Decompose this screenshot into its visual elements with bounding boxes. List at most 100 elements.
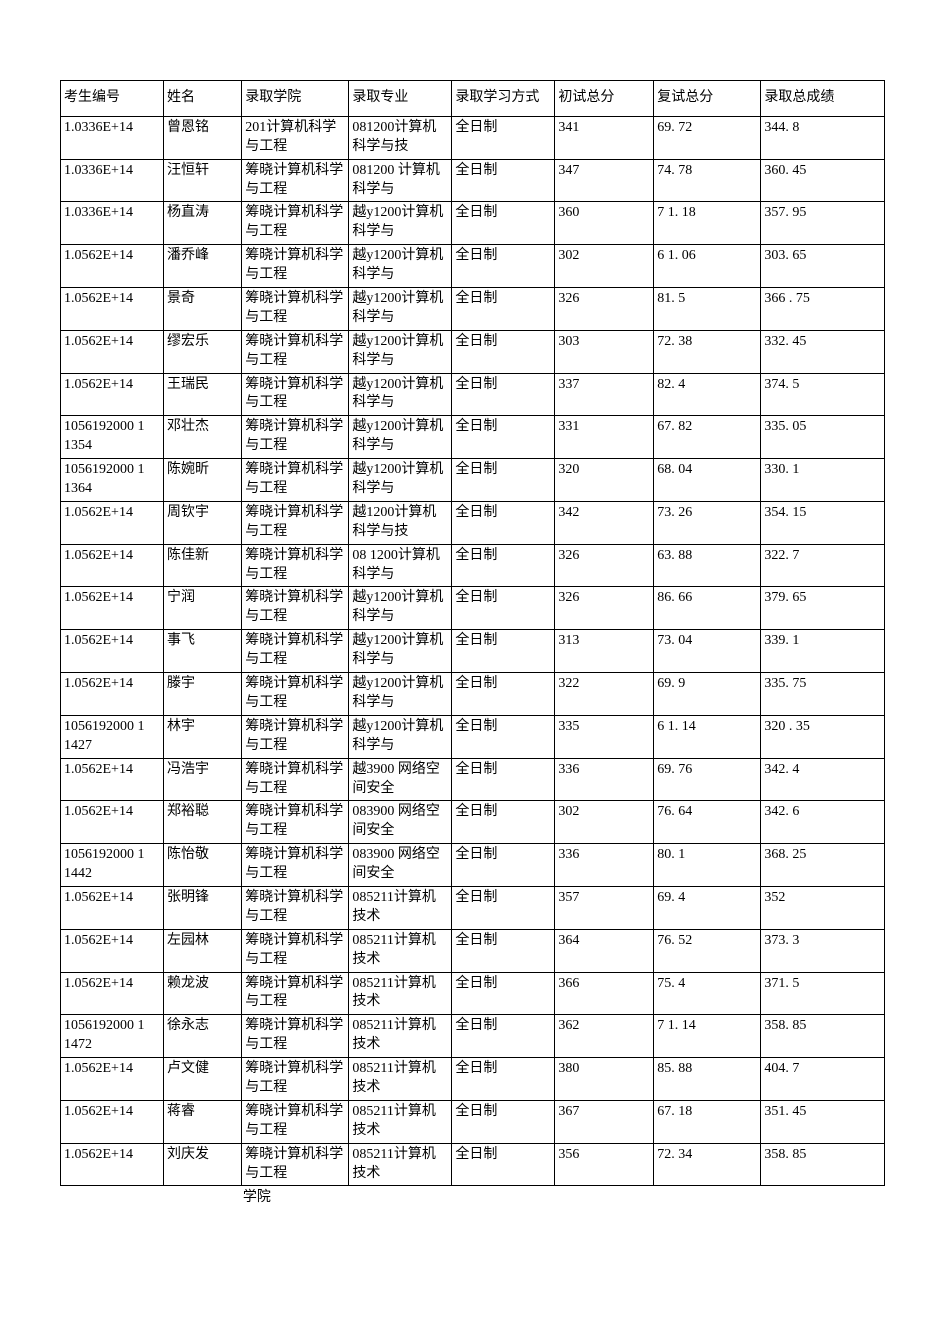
table-cell: 326	[555, 288, 654, 331]
table-cell: 6 1. 06	[654, 245, 761, 288]
table-cell: 邓壮杰	[164, 416, 242, 459]
col-header-major: 录取专业	[349, 81, 452, 117]
table-cell: 筹晓计算机科学与工程	[242, 330, 349, 373]
table-cell: 全日制	[452, 587, 555, 630]
table-cell: 352	[761, 886, 885, 929]
table-cell: 67. 18	[654, 1100, 761, 1143]
table-cell: 367	[555, 1100, 654, 1143]
table-row: 1056192000 1 1427林宇筹晓计算机科学与工程越y1200计算机科学…	[61, 715, 885, 758]
table-cell: 322	[555, 673, 654, 716]
table-cell: 7 1. 14	[654, 1015, 761, 1058]
table-cell: 缪宏乐	[164, 330, 242, 373]
table-cell: 081200 计算机科学与	[349, 159, 452, 202]
table-header-row: 考生编号 姓名 录取学院 录取专业 录取学习方式 初试总分 复试总分 录取总成绩	[61, 81, 885, 117]
table-cell: 全日制	[452, 1143, 555, 1186]
table-cell: 筹晓计算机科学与工程	[242, 459, 349, 502]
table-cell: 1.0562E+14	[61, 373, 164, 416]
table-cell: 1.0562E+14	[61, 886, 164, 929]
table-cell: 085211计算机技术	[349, 1058, 452, 1101]
table-cell: 1.0562E+14	[61, 972, 164, 1015]
table-cell: 赖龙波	[164, 972, 242, 1015]
table-cell: 全日制	[452, 1015, 555, 1058]
table-cell: 72. 38	[654, 330, 761, 373]
table-cell: 全日制	[452, 202, 555, 245]
table-cell: 筹晓计算机科学与工程	[242, 673, 349, 716]
table-cell: 筹晓计算机科学与工程	[242, 1058, 349, 1101]
table-cell: 344. 8	[761, 116, 885, 159]
table-cell: 筹晓计算机科学与工程	[242, 758, 349, 801]
table-cell: 曾恩铭	[164, 116, 242, 159]
table-cell: 335. 75	[761, 673, 885, 716]
table-cell: 宁润	[164, 587, 242, 630]
table-cell: 1.0336E+14	[61, 116, 164, 159]
admissions-table: 考生编号 姓名 录取学院 录取专业 录取学习方式 初试总分 复试总分 录取总成绩…	[60, 80, 885, 1186]
table-cell: 404. 7	[761, 1058, 885, 1101]
table-cell: 全日制	[452, 373, 555, 416]
table-cell: 全日制	[452, 630, 555, 673]
table-cell: 368. 25	[761, 844, 885, 887]
table-cell: 342. 4	[761, 758, 885, 801]
table-cell: 1.0562E+14	[61, 587, 164, 630]
col-header-id: 考生编号	[61, 81, 164, 117]
table-cell: 303. 65	[761, 245, 885, 288]
table-cell: 083900 网络空间安全	[349, 844, 452, 887]
table-cell: 全日制	[452, 245, 555, 288]
table-cell: 63. 88	[654, 544, 761, 587]
table-cell: 366	[555, 972, 654, 1015]
table-cell: 1.0562E+14	[61, 673, 164, 716]
table-cell: 69. 72	[654, 116, 761, 159]
table-cell: 362	[555, 1015, 654, 1058]
table-cell: 筹晓计算机科学与工程	[242, 587, 349, 630]
table-cell: 322. 7	[761, 544, 885, 587]
table-cell: 085211计算机技术	[349, 929, 452, 972]
table-cell: 郑裕聪	[164, 801, 242, 844]
table-cell: 全日制	[452, 1100, 555, 1143]
table-cell: 335	[555, 715, 654, 758]
table-cell: 1.0562E+14	[61, 1143, 164, 1186]
table-cell: 筹晓计算机科学与工程	[242, 1143, 349, 1186]
table-cell: 全日制	[452, 330, 555, 373]
table-cell: 卢文健	[164, 1058, 242, 1101]
trailing-text: 学院	[240, 1186, 885, 1206]
table-cell: 全日制	[452, 844, 555, 887]
table-cell: 1.0562E+14	[61, 245, 164, 288]
table-cell: 358. 85	[761, 1015, 885, 1058]
table-cell: 越y1200计算机科学与	[349, 330, 452, 373]
table-row: 1.0562E+14缪宏乐筹晓计算机科学与工程越y1200计算机科学与全日制30…	[61, 330, 885, 373]
table-cell: 374. 5	[761, 373, 885, 416]
table-cell: 全日制	[452, 673, 555, 716]
table-cell: 全日制	[452, 459, 555, 502]
table-cell: 342. 6	[761, 801, 885, 844]
table-row: 1.0562E+14潘乔峰筹晓计算机科学与工程越y1200计算机科学与全日制30…	[61, 245, 885, 288]
table-cell: 1056192000 1 1354	[61, 416, 164, 459]
table-cell: 1.0562E+14	[61, 630, 164, 673]
table-cell: 339. 1	[761, 630, 885, 673]
table-cell: 085211计算机技术	[349, 972, 452, 1015]
table-cell: 越3900 网络空间安全	[349, 758, 452, 801]
table-cell: 342	[555, 501, 654, 544]
col-header-mode: 录取学习方式	[452, 81, 555, 117]
table-row: 1.0336E+14曾恩铭201计算机科学与工程081200计算机科学与技全日制…	[61, 116, 885, 159]
table-cell: 80. 1	[654, 844, 761, 887]
table-row: 1.0562E+14郑裕聪筹晓计算机科学与工程083900 网络空间安全全日制3…	[61, 801, 885, 844]
table-cell: 陈怡敬	[164, 844, 242, 887]
table-cell: 1.0562E+14	[61, 330, 164, 373]
table-cell: 筹晓计算机科学与工程	[242, 886, 349, 929]
table-cell: 王瑞民	[164, 373, 242, 416]
table-cell: 371. 5	[761, 972, 885, 1015]
table-cell: 筹晓计算机科学与工程	[242, 245, 349, 288]
table-cell: 337	[555, 373, 654, 416]
table-row: 1.0562E+14周钦宇筹晓计算机科学与工程越1200计算机科学与技全日制34…	[61, 501, 885, 544]
table-row: 1.0336E+14杨直涛筹晓计算机科学与工程越y1200计算机科学与全日制36…	[61, 202, 885, 245]
table-cell: 320	[555, 459, 654, 502]
table-cell: 筹晓计算机科学与工程	[242, 544, 349, 587]
table-cell: 全日制	[452, 715, 555, 758]
table-row: 1.0562E+14刘庆发筹晓计算机科学与工程085211计算机技术全日制356…	[61, 1143, 885, 1186]
table-cell: 全日制	[452, 416, 555, 459]
table-cell: 336	[555, 844, 654, 887]
table-row: 1.0562E+14滕宇筹晓计算机科学与工程越y1200计算机科学与全日制322…	[61, 673, 885, 716]
table-cell: 筹晓计算机科学与工程	[242, 929, 349, 972]
table-row: 1.0562E+14卢文健筹晓计算机科学与工程085211计算机技术全日制380…	[61, 1058, 885, 1101]
table-cell: 356	[555, 1143, 654, 1186]
table-cell: 331	[555, 416, 654, 459]
